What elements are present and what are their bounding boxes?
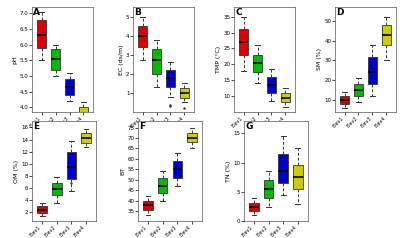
PathPatch shape <box>79 107 88 120</box>
PathPatch shape <box>382 25 391 45</box>
PathPatch shape <box>81 134 91 143</box>
PathPatch shape <box>152 49 161 74</box>
PathPatch shape <box>281 93 290 102</box>
PathPatch shape <box>138 26 147 47</box>
PathPatch shape <box>172 161 182 178</box>
PathPatch shape <box>278 154 288 183</box>
PathPatch shape <box>239 29 248 55</box>
Text: E: E <box>33 122 40 131</box>
Y-axis label: OM (%): OM (%) <box>14 160 20 183</box>
PathPatch shape <box>264 180 273 198</box>
PathPatch shape <box>158 178 168 193</box>
Text: F: F <box>139 122 145 131</box>
Y-axis label: pH: pH <box>13 55 18 64</box>
Y-axis label: EC (ds/m): EC (ds/m) <box>119 44 124 75</box>
Text: D: D <box>336 8 344 17</box>
PathPatch shape <box>166 70 175 87</box>
PathPatch shape <box>52 183 62 195</box>
PathPatch shape <box>37 20 46 48</box>
Text: C: C <box>235 8 242 17</box>
Y-axis label: BT: BT <box>120 167 125 175</box>
PathPatch shape <box>253 55 262 72</box>
PathPatch shape <box>180 88 189 98</box>
PathPatch shape <box>65 79 74 95</box>
PathPatch shape <box>143 200 153 210</box>
PathPatch shape <box>38 206 47 213</box>
Y-axis label: SM (%): SM (%) <box>317 49 322 70</box>
Y-axis label: TMP (°C): TMP (°C) <box>216 46 221 73</box>
PathPatch shape <box>368 57 377 84</box>
PathPatch shape <box>51 49 60 70</box>
PathPatch shape <box>340 96 349 104</box>
PathPatch shape <box>249 203 259 211</box>
PathPatch shape <box>67 152 76 179</box>
Text: B: B <box>134 8 141 17</box>
PathPatch shape <box>267 77 276 93</box>
PathPatch shape <box>354 84 363 96</box>
PathPatch shape <box>187 133 197 142</box>
Text: G: G <box>245 122 252 131</box>
Text: A: A <box>33 8 40 17</box>
Y-axis label: TN (%): TN (%) <box>226 161 231 182</box>
PathPatch shape <box>293 165 302 189</box>
